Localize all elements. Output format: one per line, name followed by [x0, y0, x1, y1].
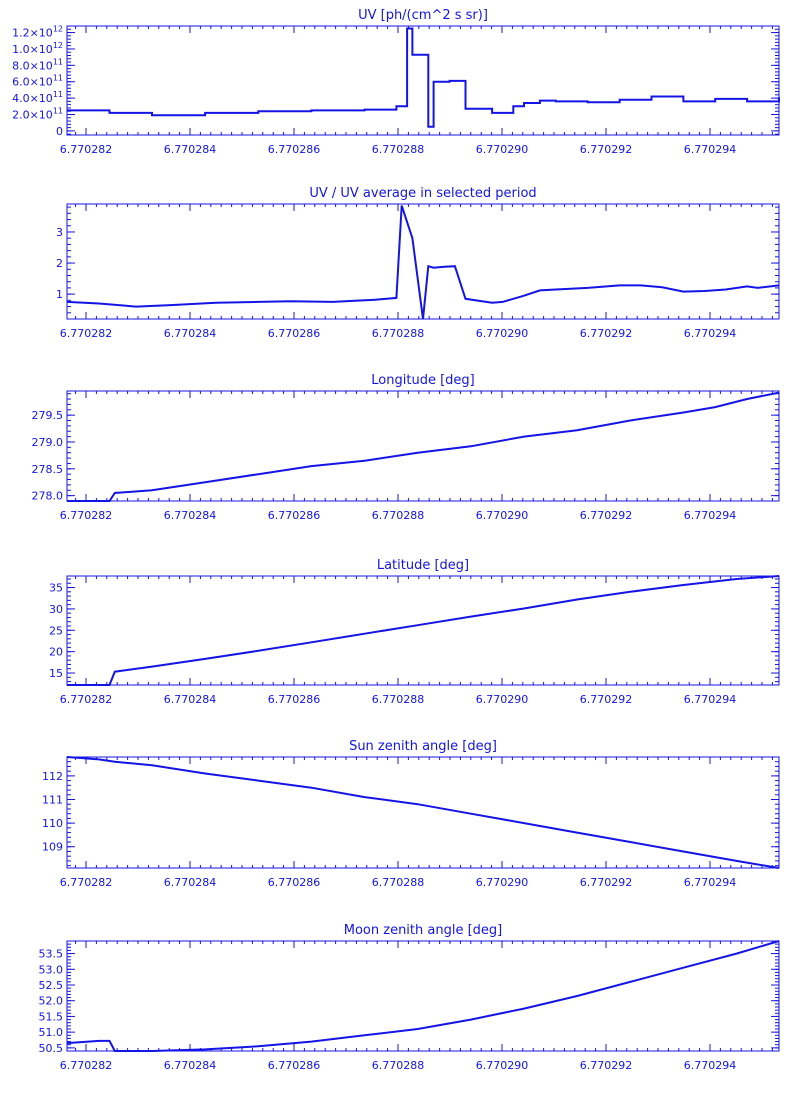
y-tick-label: 51.0	[39, 1026, 64, 1039]
series-line	[67, 575, 780, 686]
x-tick-label: 6.770282	[60, 509, 113, 522]
y-tick-label: 1	[56, 288, 63, 301]
panel-title: UV / UV average in selected period	[309, 186, 536, 201]
y-tick-label: 1.0×1012	[12, 41, 63, 56]
y-tick-label: 35	[49, 582, 63, 595]
y-tick-label: 15	[49, 667, 63, 680]
panel-2: UV / UV average in selected period 6.7702…	[56, 186, 780, 340]
panel-6: Moon zenith angle [deg] 6.770282 6.770284 6…	[39, 923, 780, 1072]
plot-frame	[66, 25, 780, 136]
x-tick-label: 6.770286	[268, 509, 321, 522]
x-tick-label: 6.770290	[476, 327, 529, 340]
y-tick-label: 110	[42, 817, 63, 830]
y-tick-label: 1.2×1012	[12, 25, 63, 40]
x-tick-label: 6.770294	[684, 1059, 737, 1072]
panel-title: Longitude [deg]	[371, 373, 474, 388]
y-tick-label: 109	[42, 841, 63, 854]
y-tick-label: 6.0×1011	[12, 74, 63, 89]
x-tick-label: 6.770292	[580, 509, 633, 522]
y-tick-label: 20	[49, 646, 63, 659]
x-tick-label: 6.770286	[268, 1059, 321, 1072]
x-tick-label: 6.770282	[60, 693, 113, 706]
x-tick-label: 6.770294	[684, 143, 737, 156]
y-tick-label: 279.0	[32, 436, 64, 449]
panel-title: Moon zenith angle [deg]	[344, 923, 502, 938]
panel-4: Latitude [deg] 6.770282 6.770284 6.770286 6.…	[49, 558, 780, 706]
x-tick-label: 6.770284	[164, 1059, 217, 1072]
x-tick-label: 6.770288	[372, 509, 425, 522]
series-line	[67, 391, 780, 502]
plot-frame	[66, 575, 780, 686]
x-tick-label: 6.770282	[60, 327, 113, 340]
x-tick-label: 6.770290	[476, 876, 529, 889]
x-tick-label: 6.770288	[372, 1059, 425, 1072]
panel-title: Sun zenith angle [deg]	[349, 739, 497, 754]
y-tick-label: 30	[49, 603, 63, 616]
x-tick-label: 6.770288	[372, 693, 425, 706]
x-tick-label: 6.770284	[164, 876, 217, 889]
y-tick-label: 112	[42, 770, 63, 783]
plot-frame	[66, 390, 780, 502]
panel-1: UV [ph/(cm^2 s sr)] 6.770282 6.770284 6.770…	[12, 8, 780, 156]
x-tick-label: 6.770284	[164, 693, 217, 706]
y-tick-label: 111	[42, 794, 63, 807]
series-line	[66, 756, 780, 869]
y-tick-label: 2	[56, 257, 63, 270]
x-tick-label: 6.770290	[476, 693, 529, 706]
x-tick-label: 6.770294	[684, 327, 737, 340]
x-tick-label: 6.770282	[60, 876, 113, 889]
y-tick-label: 3	[56, 226, 63, 239]
x-tick-label: 6.770286	[268, 693, 321, 706]
y-tick-label: 53.5	[39, 948, 64, 961]
x-tick-label: 6.770290	[476, 1059, 529, 1072]
panel-5: Sun zenith angle [deg] 6.770282 6.770284 6.…	[42, 739, 780, 889]
x-tick-label: 6.770286	[268, 876, 321, 889]
x-tick-label: 6.770294	[684, 876, 737, 889]
x-tick-label: 6.770290	[476, 143, 529, 156]
x-tick-label: 6.770294	[684, 693, 737, 706]
series-line	[66, 205, 780, 320]
y-tick-label: 50.5	[39, 1042, 64, 1055]
x-tick-label: 6.770288	[372, 876, 425, 889]
y-tick-label: 4.0×1011	[12, 90, 63, 105]
x-tick-label: 6.770294	[684, 509, 737, 522]
x-tick-label: 6.770292	[580, 693, 633, 706]
x-tick-label: 6.770292	[580, 1059, 633, 1072]
x-tick-label: 6.770290	[476, 509, 529, 522]
y-tick-label: 53.0	[39, 963, 64, 976]
x-tick-label: 6.770284	[164, 509, 217, 522]
x-tick-label: 6.770288	[372, 143, 425, 156]
x-tick-label: 6.770292	[580, 143, 633, 156]
y-tick-label: 2.0×1011	[12, 107, 63, 122]
panel-title: Latitude [deg]	[377, 558, 469, 573]
series-line	[66, 940, 780, 1052]
y-tick-label: 8.0×1011	[12, 57, 63, 72]
series-line	[67, 27, 780, 128]
panel-title: UV [ph/(cm^2 s sr)]	[358, 8, 488, 23]
x-tick-label: 6.770292	[580, 876, 633, 889]
y-tick-label: 25	[49, 624, 63, 637]
x-tick-label: 6.770292	[580, 327, 633, 340]
panel-3: Longitude [deg] 6.770282 6.770284 6.770286 6…	[32, 373, 780, 522]
y-tick-label: 52.5	[39, 979, 64, 992]
x-tick-label: 6.770282	[60, 143, 113, 156]
x-tick-label: 6.770286	[268, 143, 321, 156]
y-tick-label: 51.5	[39, 1010, 64, 1023]
plot-frame	[66, 203, 780, 320]
x-tick-label: 6.770288	[372, 327, 425, 340]
x-tick-label: 6.770286	[268, 327, 321, 340]
y-tick-label: 279.5	[32, 409, 64, 422]
plot-frame	[66, 756, 780, 869]
y-tick-label: 278.5	[32, 463, 64, 476]
y-tick-label: 278.0	[32, 490, 64, 503]
x-tick-label: 6.770282	[60, 1059, 113, 1072]
y-tick-label: 52.0	[39, 995, 64, 1008]
x-tick-label: 6.770284	[164, 143, 217, 156]
plot-frame	[66, 940, 780, 1052]
x-tick-label: 6.770284	[164, 327, 217, 340]
y-tick-label: 0	[56, 125, 63, 138]
